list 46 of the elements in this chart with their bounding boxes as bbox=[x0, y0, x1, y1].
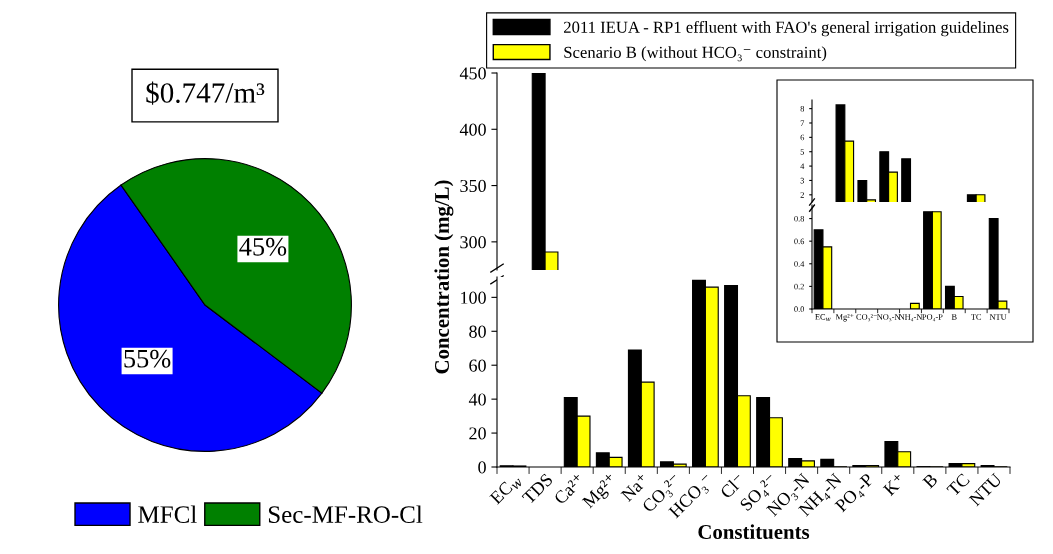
data-label: 55% bbox=[124, 349, 171, 368]
x-tick-label: EC$_{w}$ bbox=[815, 314, 831, 321]
x-tick-label: PO₄-P bbox=[922, 314, 943, 322]
y-tick-label: 7 bbox=[800, 120, 805, 126]
x-tick-label: Cl⁻ bbox=[719, 474, 740, 500]
legend-label: Scenario B (without HCO₃⁻ constraint) bbox=[564, 46, 827, 62]
x-tick-label: TC bbox=[970, 314, 982, 320]
x-tick-label: TDS bbox=[521, 473, 554, 505]
y-tick-label: 60 bbox=[469, 359, 486, 372]
y-tick-label: 5 bbox=[800, 149, 805, 155]
y-tick-label: 400 bbox=[459, 123, 486, 136]
legend-label: 2011 IEUA - RP1 effluent with FAO's general irrigation guidelines bbox=[564, 20, 1009, 37]
legend-label: MFCl bbox=[138, 505, 197, 523]
x-tick-label: NO₃-N bbox=[876, 314, 901, 322]
x-tick-label: Ca²⁺ bbox=[553, 472, 581, 506]
x-tick-label: B bbox=[951, 314, 957, 320]
y-tick-label: 4 bbox=[800, 163, 805, 169]
y-tick-label: 0.0 bbox=[794, 306, 805, 313]
y-tick-label: 450 bbox=[459, 67, 486, 80]
chart-title: $0.747/m³ bbox=[146, 81, 265, 105]
x-tick-label: K⁺ bbox=[882, 472, 906, 497]
x-tick-label: NH₄-N bbox=[898, 314, 923, 322]
x-tick-label: CO₃²⁻ bbox=[856, 314, 877, 322]
y-tick-label: 0.2 bbox=[794, 283, 804, 290]
y-tick-label: 40 bbox=[468, 393, 486, 406]
y-tick-label: 80 bbox=[469, 325, 486, 338]
x-tick-label: Mg²⁺ bbox=[835, 313, 854, 322]
x-tick-label: NTU bbox=[989, 314, 1007, 320]
y-tick-label: 350 bbox=[460, 179, 486, 193]
y-tick-label: 0 bbox=[478, 461, 486, 474]
y-tick-label: 20 bbox=[469, 427, 486, 440]
y-tick-label: 6 bbox=[800, 134, 805, 141]
y-tick-label: 0.8 bbox=[794, 215, 805, 222]
y-tick-label: 2 bbox=[800, 192, 804, 198]
y-tick-label: 100 bbox=[461, 291, 486, 304]
y-tick-label: 0.4 bbox=[794, 261, 805, 267]
y-tick-label: 300 bbox=[460, 236, 486, 249]
data-label: 45% bbox=[239, 237, 287, 256]
y-tick-label: 3 bbox=[800, 177, 805, 184]
x-axis-title: Constituents bbox=[698, 524, 810, 540]
y-tick-label: 8 bbox=[800, 105, 805, 112]
y-axis-title: Concentration (mg/L) bbox=[434, 180, 454, 374]
x-tick-label: TC bbox=[946, 472, 971, 497]
legend-label: Sec-MF-RO-Cl bbox=[268, 505, 423, 523]
y-tick-label: 0.6 bbox=[794, 238, 805, 245]
x-tick-label: B bbox=[922, 472, 939, 489]
